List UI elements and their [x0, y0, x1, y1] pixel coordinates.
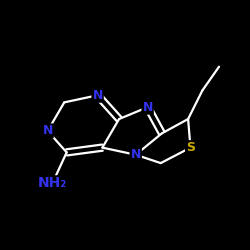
Text: N: N — [142, 101, 153, 114]
Text: N: N — [92, 89, 103, 102]
Text: N: N — [42, 124, 53, 138]
Text: S: S — [186, 141, 195, 154]
Text: N: N — [130, 148, 141, 161]
Text: NH₂: NH₂ — [38, 176, 67, 190]
